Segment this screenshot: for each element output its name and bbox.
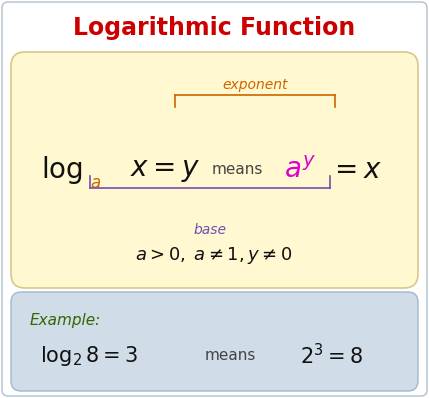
Text: $a > 0, \; a \neq 1, y \neq 0$: $a > 0, \; a \neq 1, y \neq 0$: [135, 244, 293, 265]
Text: means: means: [211, 162, 263, 178]
FancyBboxPatch shape: [11, 292, 418, 391]
Text: base: base: [193, 223, 227, 237]
Text: exponent: exponent: [222, 78, 288, 92]
Text: $= x$: $= x$: [329, 156, 381, 183]
Text: $\log$: $\log$: [41, 154, 83, 186]
Text: $a^y$: $a^y$: [284, 156, 316, 183]
FancyBboxPatch shape: [11, 52, 418, 288]
Text: $\log_2 8 = 3$: $\log_2 8 = 3$: [40, 344, 138, 368]
Text: Logarithmic Function: Logarithmic Function: [73, 16, 355, 40]
Text: $x = y$: $x = y$: [130, 156, 200, 183]
Text: means: means: [204, 349, 256, 363]
Text: $a$: $a$: [91, 176, 102, 193]
Text: Example:: Example:: [30, 312, 101, 328]
Text: $2^3 = 8$: $2^3 = 8$: [300, 343, 363, 369]
